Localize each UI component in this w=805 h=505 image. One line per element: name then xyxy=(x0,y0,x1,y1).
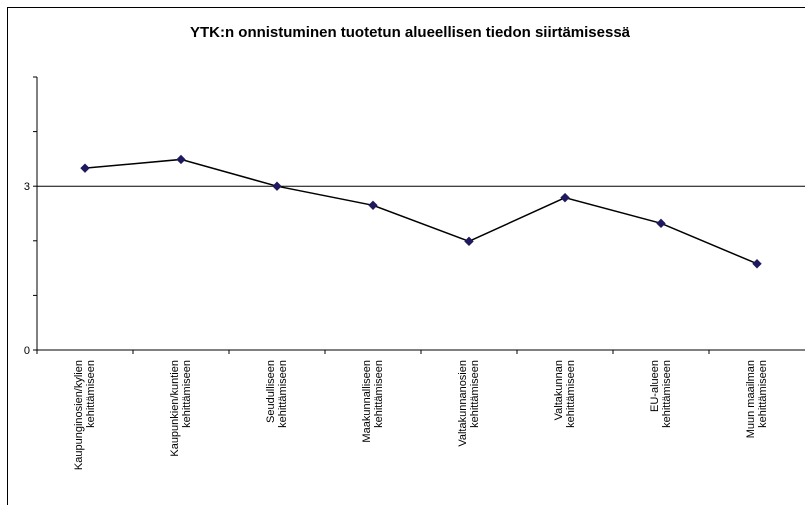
chart-title: YTK:n onnistuminen tuotetun alueellisen … xyxy=(190,24,631,41)
marker xyxy=(80,163,90,173)
marker xyxy=(176,154,186,165)
x-tick-label: Muun maailmankehittämiseen xyxy=(745,360,769,438)
y-tick-label: 3 xyxy=(24,181,30,193)
x-tick-label: Valtakunnankehittämiseen xyxy=(553,360,577,428)
marker xyxy=(752,259,762,269)
x-tick-label: Kaupunkien/kuntienkehittämiseen xyxy=(169,360,193,457)
marker xyxy=(560,192,570,203)
x-tick-label: Valtakunnanosienkehittämiseen xyxy=(457,360,481,447)
x-tick-label: EU-alueenkehittämiseen xyxy=(649,360,673,428)
marker xyxy=(464,236,474,247)
x-tick-label: Maakunnalliseenkehittämiseen xyxy=(361,360,385,443)
marker xyxy=(368,200,378,211)
marker xyxy=(656,218,666,229)
chart-frame xyxy=(7,7,805,505)
marker xyxy=(272,181,282,191)
x-tick-label: Seudulliseenkehittämiseen xyxy=(265,360,289,428)
y-tick-label: 0 xyxy=(24,345,30,357)
x-tick-label: Kaupunginosien/kylienkehittämiseen xyxy=(73,360,97,470)
line xyxy=(84,158,758,265)
